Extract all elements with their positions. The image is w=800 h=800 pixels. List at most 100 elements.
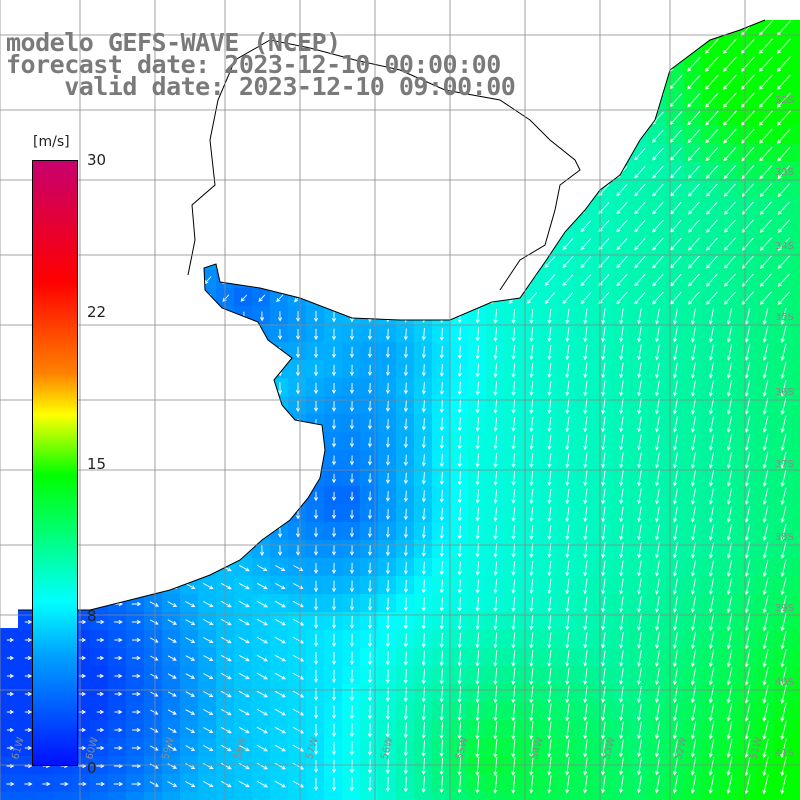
wind-arrow [673, 506, 678, 523]
wind-cell [720, 216, 738, 234]
wind-arrow [6, 186, 14, 195]
wind-cell [234, 126, 252, 144]
wind-cell [522, 468, 540, 486]
wind-cell [594, 0, 612, 18]
wind-arrow [580, 256, 592, 269]
wind-arrow [740, 92, 755, 108]
wind-cell [108, 396, 126, 414]
wind-arrow [652, 237, 664, 251]
wind-arrow [170, 346, 175, 359]
wind-arrow [744, 415, 751, 433]
wind-arrow [331, 741, 336, 756]
wind-cell [558, 90, 576, 108]
wind-arrow [238, 708, 250, 716]
wind-arrow [113, 131, 122, 141]
wind-arrow [403, 740, 408, 757]
wind-arrow [203, 221, 212, 231]
wind-cell [720, 108, 738, 126]
wind-cell [720, 144, 738, 162]
wind-cell [612, 540, 630, 558]
wind-arrow [526, 40, 538, 53]
wind-cell [720, 450, 738, 468]
wind-cell [792, 378, 800, 396]
wind-cell [612, 180, 630, 198]
wind-arrow [421, 722, 426, 739]
wind-cell [126, 216, 144, 234]
wind-cell [18, 0, 36, 18]
wind-arrow [511, 380, 516, 396]
wind-arrow [601, 668, 606, 685]
wind-cell [414, 234, 432, 252]
wind-cell [432, 594, 450, 612]
wind-cell [252, 198, 270, 216]
wind-cell [72, 0, 90, 18]
wind-cell [612, 468, 630, 486]
wind-cell [504, 522, 522, 540]
wind-cell [180, 162, 198, 180]
wind-cell [486, 468, 504, 486]
wind-cell [504, 324, 522, 342]
wind-arrow [637, 470, 642, 487]
wind-cell [504, 126, 522, 144]
wind-cell [702, 162, 720, 180]
wind-arrow [637, 560, 642, 577]
wind-cell [270, 162, 288, 180]
wind-arrow [331, 419, 337, 430]
wind-arrow [439, 686, 444, 703]
lat-label: 41S [775, 748, 794, 759]
wind-arrow [475, 381, 480, 396]
wind-arrow [436, 22, 447, 34]
wind-arrow [457, 363, 462, 378]
wind-cell [270, 324, 288, 342]
wind-cell [234, 180, 252, 198]
wind-cell [756, 54, 774, 72]
wind-arrow [780, 361, 787, 380]
wind-cell [234, 432, 252, 450]
wind-arrow [418, 130, 429, 142]
wind-cell [108, 540, 126, 558]
wind-arrow [439, 632, 444, 649]
wind-arrow [601, 650, 606, 667]
wind-cell [378, 792, 396, 800]
wind-arrow [619, 344, 624, 361]
wind-arrow [580, 76, 592, 89]
wind-cell [612, 630, 630, 648]
wind-cell [378, 774, 396, 792]
wind-arrow [562, 256, 574, 269]
wind-arrow [511, 650, 516, 667]
wind-cell [90, 486, 108, 504]
wind-cell [594, 324, 612, 342]
wind-cell [522, 522, 540, 540]
wind-arrow [437, 274, 447, 286]
wind-arrow [511, 632, 516, 649]
wind-arrow [313, 491, 319, 502]
wind-cell [450, 468, 468, 486]
wind-arrow [385, 508, 390, 520]
wind-cell [324, 666, 342, 684]
wind-cell [306, 216, 324, 234]
wind-arrow [511, 703, 516, 722]
wind-cell [630, 216, 648, 234]
wind-cell [522, 360, 540, 378]
wind-arrow [114, 709, 123, 715]
wind-cell [396, 324, 414, 342]
wind-arrow [349, 651, 354, 666]
wind-cell [738, 126, 756, 144]
wind-cell [648, 486, 666, 504]
wind-arrow [688, 219, 700, 233]
wind-cell [396, 630, 414, 648]
wind-arrow [149, 257, 158, 267]
wind-arrow [704, 74, 719, 90]
wind-arrow [98, 437, 103, 448]
wind-arrow [239, 167, 249, 177]
wind-arrow [565, 434, 570, 451]
wind-arrow [744, 577, 751, 596]
wind-cell [666, 36, 684, 54]
wind-arrow [403, 597, 408, 612]
wind-cell [270, 306, 288, 324]
wind-arrow [672, 649, 678, 668]
wind-cell [0, 396, 18, 414]
wind-arrow [206, 364, 211, 377]
wind-cell [774, 666, 792, 684]
wind-cell [414, 720, 432, 738]
